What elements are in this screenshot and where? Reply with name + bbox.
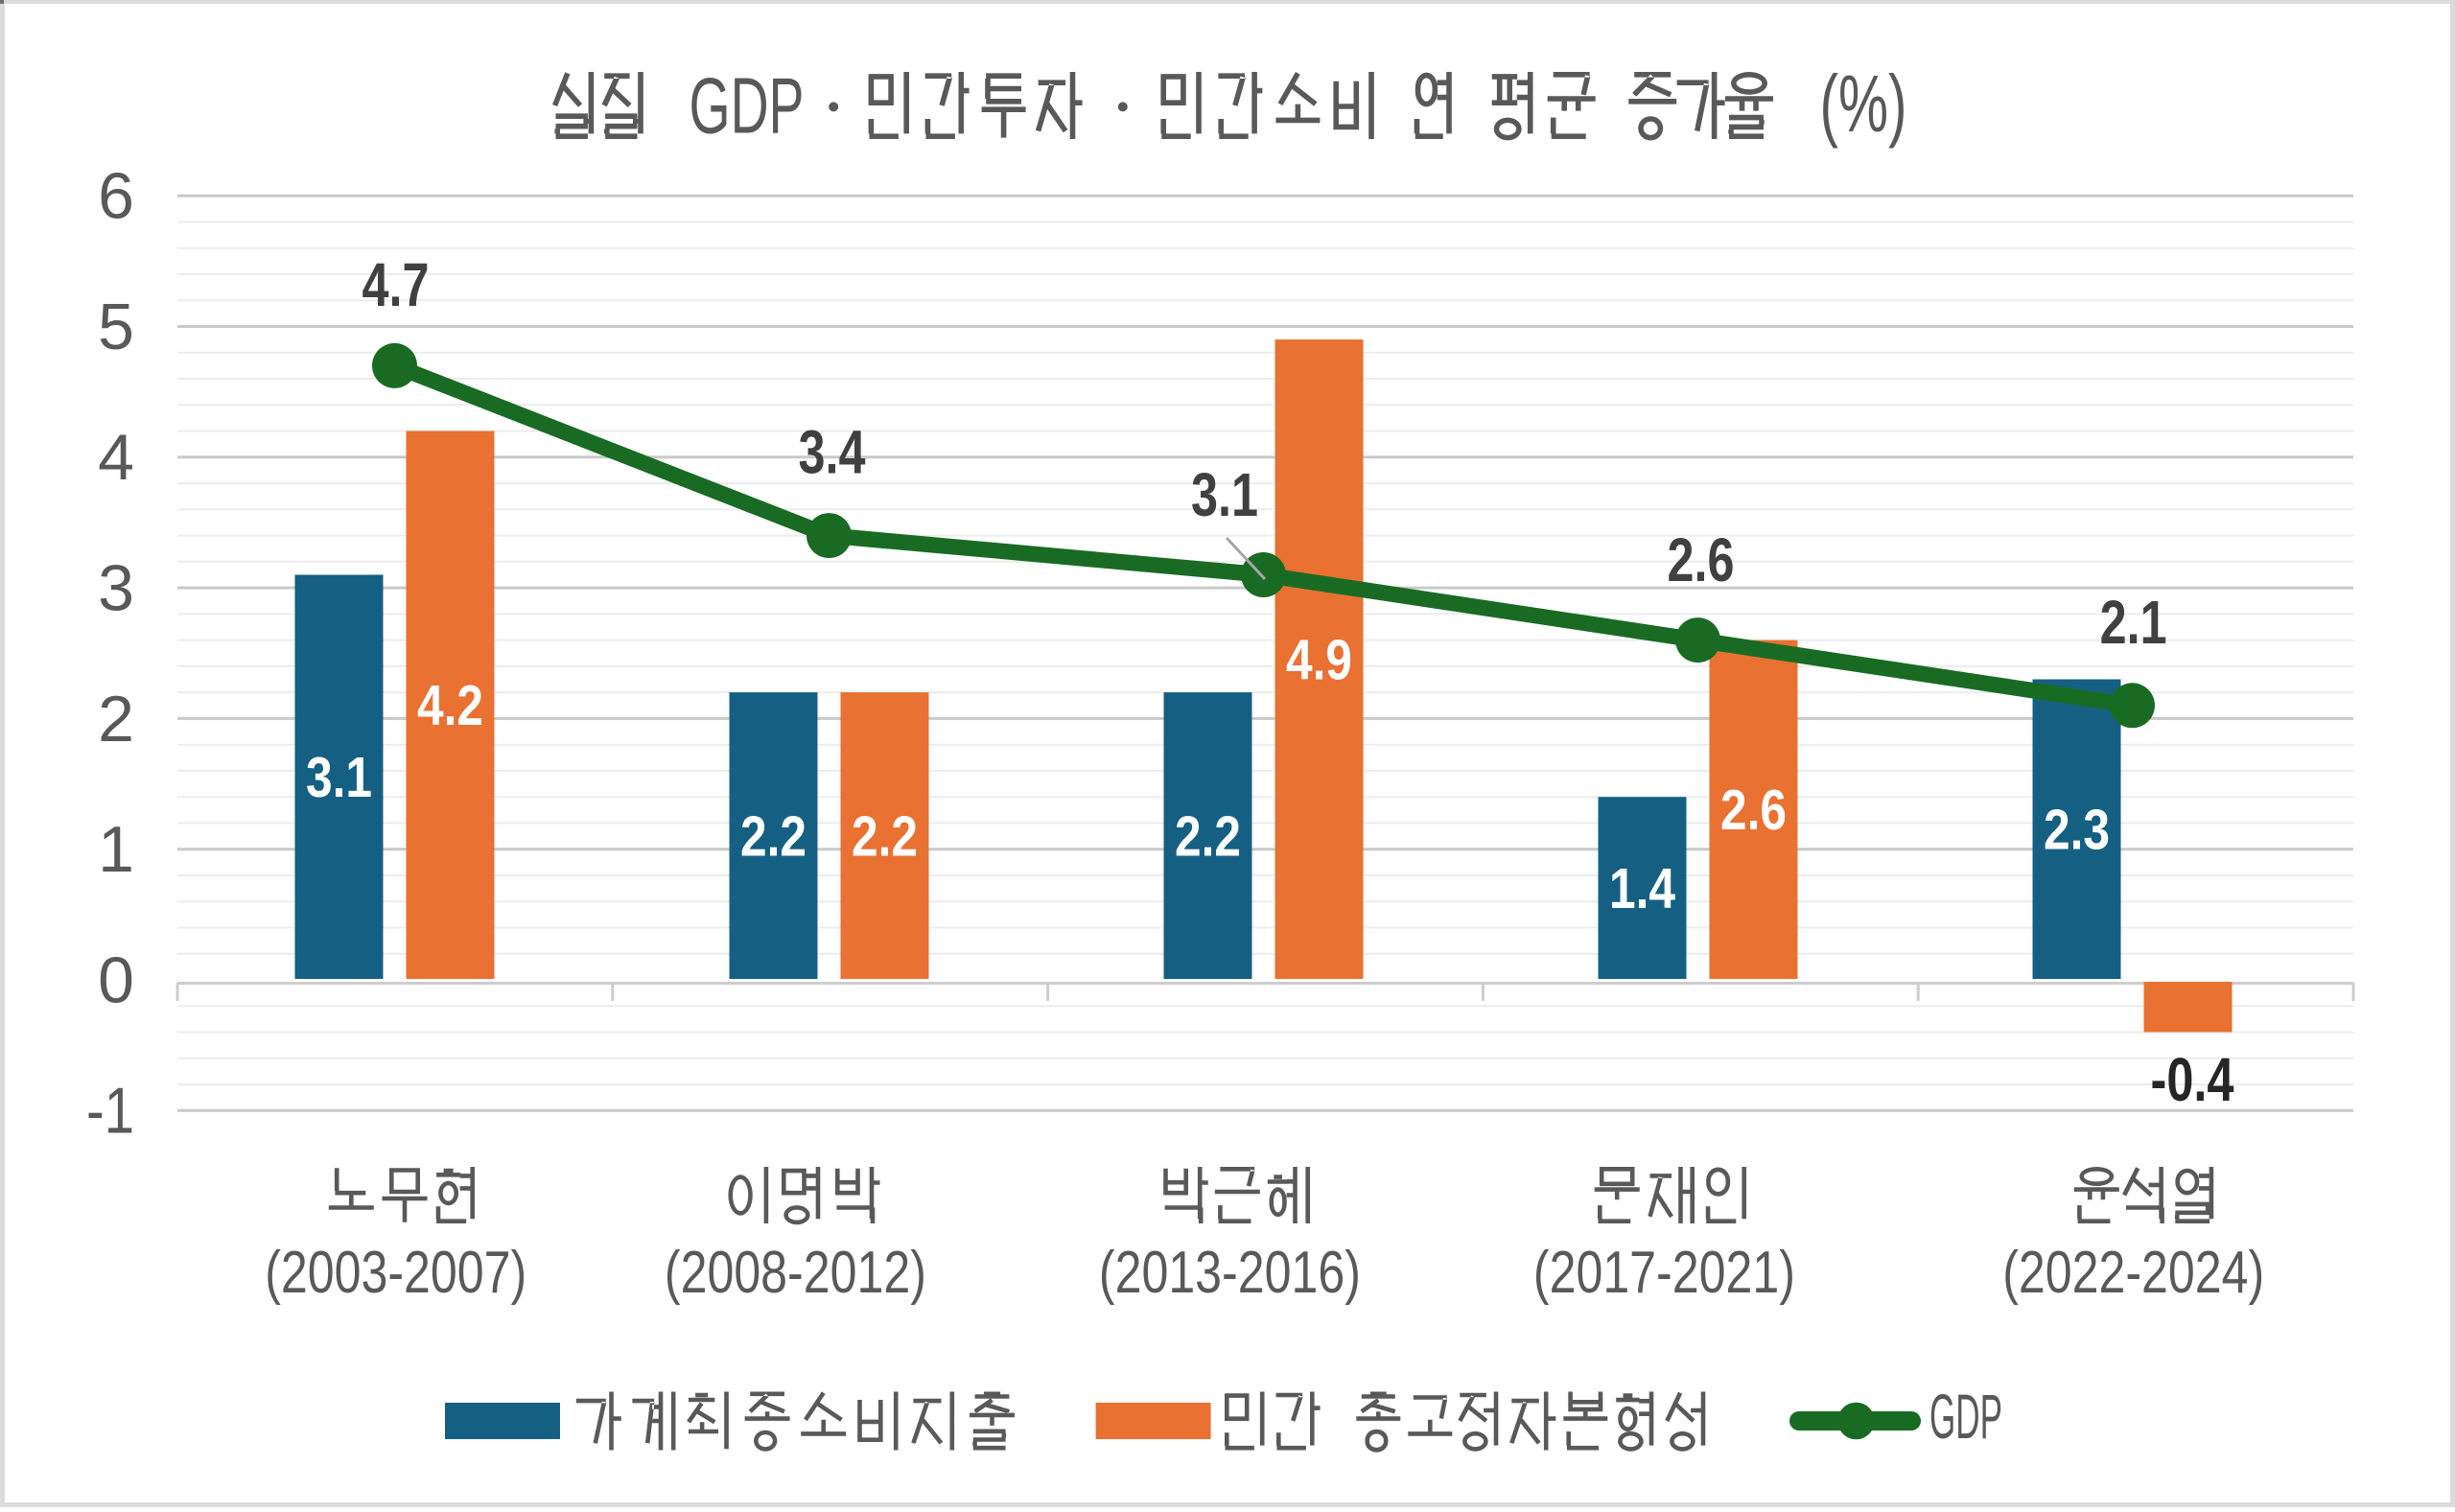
svg-text:-1: -1 (86, 1075, 134, 1148)
svg-text:3.4: 3.4 (799, 418, 866, 487)
svg-text:2.2: 2.2 (1175, 804, 1241, 868)
svg-text:(2013-2016): (2013-2016) (1099, 1240, 1361, 1306)
svg-text:GDP: GDP (1929, 1381, 2002, 1452)
svg-text:4.9: 4.9 (1286, 628, 1352, 691)
svg-text:0: 0 (98, 943, 134, 1016)
svg-text:2.6: 2.6 (1720, 779, 1787, 842)
svg-text:2.3: 2.3 (2044, 799, 2110, 862)
svg-text:(2003-2007): (2003-2007) (265, 1240, 526, 1306)
svg-text:(2022-2024): (2022-2024) (2002, 1240, 2264, 1306)
svg-text:2.2: 2.2 (852, 804, 918, 868)
svg-text:5: 5 (98, 291, 134, 363)
svg-text:2: 2 (98, 683, 134, 756)
svg-text:4: 4 (98, 421, 134, 494)
svg-text:3: 3 (98, 552, 134, 625)
svg-text:-0.4: -0.4 (2151, 1045, 2234, 1114)
svg-text:4.7: 4.7 (362, 250, 430, 319)
svg-text:3.1: 3.1 (306, 746, 372, 809)
svg-text:2.1: 2.1 (2100, 588, 2167, 657)
svg-text:GDP: GDP (690, 60, 805, 150)
svg-text:3.1: 3.1 (1191, 460, 1258, 529)
svg-text:4.2: 4.2 (417, 674, 483, 737)
svg-text:(2008-2012): (2008-2012) (665, 1240, 926, 1306)
svg-text:6: 6 (98, 160, 134, 233)
svg-text:(2017-2021): (2017-2021) (1533, 1240, 1795, 1306)
svg-text:(%): (%) (1820, 58, 1907, 149)
svg-text:2.2: 2.2 (740, 804, 807, 868)
svg-text:1.4: 1.4 (1609, 857, 1675, 920)
svg-text:2.6: 2.6 (1668, 525, 1735, 594)
svg-text:1: 1 (98, 813, 134, 886)
